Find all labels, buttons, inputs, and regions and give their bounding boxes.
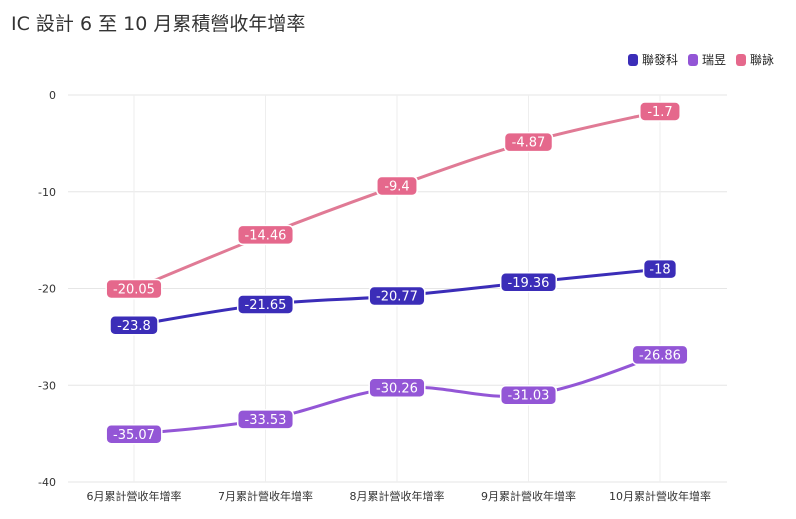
legend-swatch-novatek	[735, 53, 746, 66]
data-label-badge	[499, 384, 558, 406]
chart-title: IC 設計 6 至 10 月累積營收年增率	[11, 13, 306, 35]
legend-item-realtek[interactable]: 瑞昱	[687, 51, 726, 68]
data-label: -20.05	[113, 282, 155, 297]
data-label: -20.77	[376, 289, 418, 304]
data-label: -35.07	[113, 428, 155, 443]
x-tick-label: 9月累計營收年增率	[481, 489, 576, 503]
y-tick-label: -40	[38, 476, 56, 489]
y-tick-label: -30	[38, 379, 56, 392]
data-label-badge	[376, 175, 418, 197]
data-label: -4.87	[512, 136, 546, 151]
data-label: -31.03	[508, 389, 550, 404]
legend-label-realtek: 瑞昱	[701, 53, 726, 67]
data-label-badge	[105, 278, 163, 300]
legend: 聯發科 瑞昱 聯詠	[627, 51, 774, 68]
data-label-badge	[236, 294, 295, 315]
data-label: -21.65	[245, 298, 287, 313]
data-label: -14.46	[245, 228, 287, 243]
y-tick-label: -20	[38, 283, 56, 296]
data-label-badge	[642, 258, 678, 280]
data-label: -1.7	[647, 105, 672, 120]
data-label: -30.26	[376, 381, 418, 396]
legend-label-mediatek: 聯發科	[641, 53, 678, 67]
data-label-badge	[236, 224, 295, 246]
y-tick-label: -10	[38, 186, 56, 199]
data-label-badge	[109, 315, 159, 336]
data-label: -23.8	[117, 319, 151, 334]
data-label: -9.4	[384, 179, 409, 194]
data-label-badge	[368, 285, 426, 307]
legend-swatch-realtek	[687, 53, 698, 66]
data-label: -26.86	[639, 348, 681, 363]
data-label-badge	[499, 272, 558, 293]
x-tick-label: 8月累計營收年增率	[350, 489, 445, 503]
data-label-badge	[631, 344, 689, 366]
data-label: -18	[649, 263, 670, 278]
legend-item-novatek[interactable]: 聯詠	[735, 51, 774, 68]
data-label-badge	[503, 131, 554, 153]
y-tick-label: 0	[49, 89, 56, 102]
x-tick-label: 10月累計營收年增率	[609, 489, 711, 503]
legend-label-novatek: 聯詠	[749, 53, 774, 67]
data-label: -19.36	[508, 276, 550, 291]
legend-item-mediatek[interactable]: 聯發科	[627, 51, 678, 68]
data-label-badge	[368, 377, 426, 399]
data-label: -33.53	[245, 413, 287, 428]
x-tick-label: 6月累計營收年增率	[87, 489, 182, 503]
legend-swatch-mediatek	[627, 53, 638, 66]
data-label-badge	[236, 409, 295, 430]
x-tick-label: 7月累計營收年增率	[218, 489, 313, 503]
data-label-badge	[639, 101, 681, 122]
data-label-badge	[105, 424, 163, 445]
